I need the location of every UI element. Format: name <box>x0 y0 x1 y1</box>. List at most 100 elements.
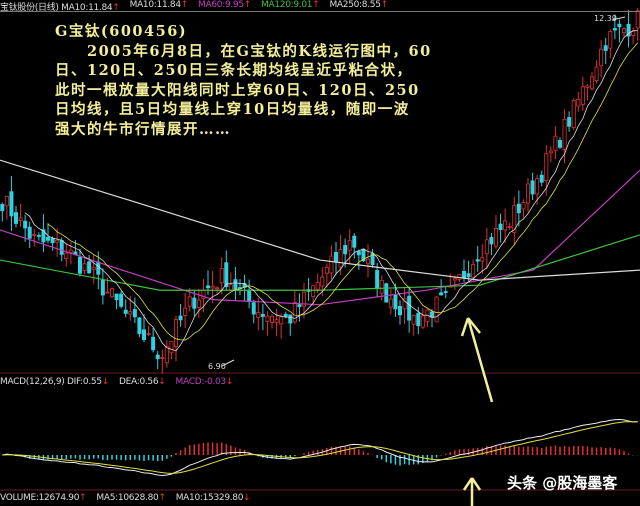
candle-body <box>279 316 284 325</box>
ma-header-item: MA120:9.01↑ <box>261 0 320 11</box>
candle-body <box>562 118 567 150</box>
candle-body <box>119 293 124 307</box>
candle-body <box>480 257 485 262</box>
candle-body <box>580 86 585 105</box>
candle-body <box>260 313 265 317</box>
candle-body <box>507 226 512 228</box>
candle-body <box>269 315 274 323</box>
ma10-line <box>47 42 639 341</box>
volume-header-value: MA5:10628.80 <box>96 493 159 503</box>
candle-body <box>590 76 595 90</box>
candle-body <box>379 279 384 294</box>
candle-body <box>526 183 531 204</box>
candle-body <box>100 279 105 296</box>
candle-body <box>0 204 5 212</box>
ma-header-value: MA250:8.55 <box>329 0 381 10</box>
candle-body <box>512 205 517 233</box>
candle-body <box>105 291 110 294</box>
candle-body <box>4 195 9 207</box>
candle-body <box>503 220 508 231</box>
candle-body <box>375 270 380 290</box>
macd-header-item: MACD:-0.03↓ <box>176 377 234 387</box>
candle-body <box>18 217 23 221</box>
candle-body <box>9 191 14 217</box>
candle-body <box>110 288 115 298</box>
candle-body <box>215 287 220 290</box>
candle-body <box>521 202 526 210</box>
candle-body <box>59 240 64 255</box>
candle-body <box>608 31 613 49</box>
candle-body <box>553 135 558 151</box>
candle-body <box>365 258 370 265</box>
candle-body <box>311 285 316 297</box>
candle-body <box>416 313 421 327</box>
high-price-pointer <box>611 16 626 21</box>
candle-body <box>343 245 348 255</box>
candle-body <box>347 240 352 251</box>
candle-body <box>192 297 197 309</box>
candle-body <box>631 31 636 36</box>
macd-header: MACD(12,26,9) DIF:0.55↓ DEA:0.56↓ MACD:-0.… <box>0 377 233 387</box>
annotation-line: 此时一根放量大阳线同时上穿60日、120日、250 <box>55 81 420 99</box>
candle-body <box>178 315 183 321</box>
volume-header: VOLUME:12674.90↑ MA5:10628.80↑ MA10:15329.… <box>0 493 251 503</box>
candle-body <box>626 23 631 37</box>
macd-header-item: MACD(12,26,9) DIF:0.55↓ <box>0 377 109 387</box>
candle-body <box>128 311 133 315</box>
candle-body <box>187 296 192 307</box>
candle-body <box>196 299 201 308</box>
candle-body <box>393 294 398 310</box>
candle-body <box>576 98 581 107</box>
volume-header-item: MA5:10628.80↑ <box>96 493 166 503</box>
candle-body <box>320 276 325 287</box>
candle-body <box>603 45 608 51</box>
candle-body <box>123 309 128 314</box>
candle-body <box>411 314 416 325</box>
candle-body <box>205 285 210 289</box>
candle-body <box>429 311 434 318</box>
candle-body <box>329 255 334 274</box>
ma-header-item: MA60:9.95↑ <box>198 0 251 11</box>
candle-body <box>132 309 137 318</box>
candle-body <box>333 251 338 263</box>
ma-header-item: MA250:8.55↑ <box>329 0 389 11</box>
candle-body <box>137 317 142 335</box>
candle-body <box>324 266 329 274</box>
candle-body <box>91 266 96 270</box>
annotation-line: 日、120日、250日三条长期均线呈近乎粘合状， <box>55 62 413 80</box>
candle-body <box>114 293 119 301</box>
candle-body <box>151 336 156 351</box>
candle-body <box>219 268 224 284</box>
candle-body <box>338 249 343 268</box>
high-price-label: 12.39 <box>594 14 617 23</box>
candle-body <box>635 10 640 29</box>
candle-body <box>530 180 535 195</box>
trend-arrow-icon: ↓ <box>225 377 234 387</box>
candle-body <box>612 28 617 31</box>
candle-body <box>292 302 297 323</box>
candle-body <box>585 85 590 88</box>
candle-body <box>352 235 357 248</box>
ma-header-item: 宝钛股份(日线) MA10:11.84↑ <box>0 0 120 13</box>
trend-arrow-icon: ↑ <box>380 0 389 10</box>
trend-arrow-icon: ↑ <box>158 493 166 503</box>
candle-body <box>452 278 457 281</box>
low-price-label: 6.90 <box>208 362 226 371</box>
ma5-line <box>24 30 638 352</box>
candle-body <box>571 100 576 128</box>
arrow-up-icon <box>460 317 494 403</box>
trend-arrow-icon: ↓ <box>243 493 251 503</box>
candle-body <box>210 285 215 289</box>
trend-arrow-icon: ↑ <box>79 493 87 503</box>
candle-body <box>146 333 151 336</box>
candle-body <box>23 220 28 229</box>
candle-body <box>548 150 553 154</box>
annotation-line: 日均线，且5日均量线上穿10日均量线，随即一波 <box>55 101 410 119</box>
candle-body <box>370 253 375 265</box>
candle-body <box>173 319 178 348</box>
candle-body <box>265 315 270 322</box>
ma-header: 宝钛股份(日线) MA10:11.84↑ MA10:11.84↑ MA60:9.95… <box>0 0 640 13</box>
candle-body <box>388 298 393 308</box>
candle-body <box>13 212 18 224</box>
